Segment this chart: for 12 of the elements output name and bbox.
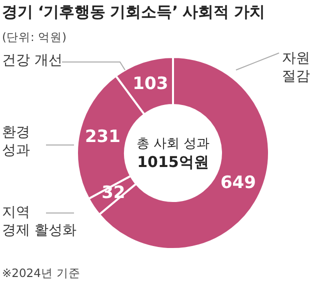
text: 총 사회 성과 [136,136,210,152]
data-label: 231 [84,126,120,147]
slice-label: 건강 개선 [2,52,62,69]
slice-label: 지역 경제 활성화 [2,204,76,239]
slice-label: 자원 절감 [282,50,310,85]
chart-subtitle: (단위: 억원) [2,30,67,45]
slice-label: 환경 성과 [2,124,30,159]
data-label: 103 [132,74,168,94]
text: 1015억원 [137,152,209,171]
chart-title: 경기 ‘기후행동 기회소득’ 사회적 가치 [2,2,265,23]
data-label: 649 [220,172,256,193]
text: ※2024년 기준 [2,266,81,281]
